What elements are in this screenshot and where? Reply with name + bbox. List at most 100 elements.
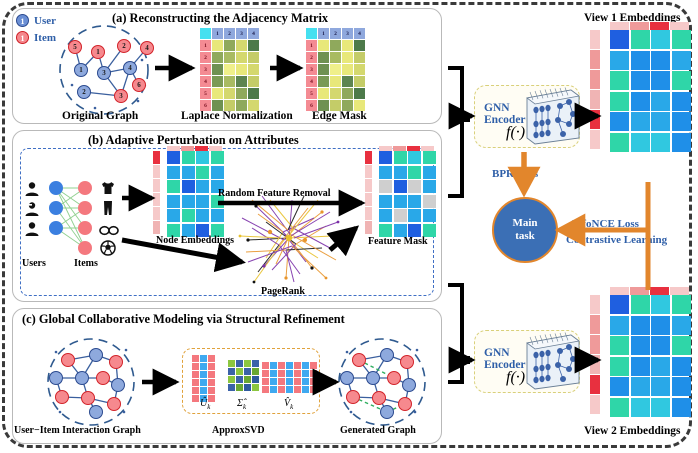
feat-mask-cell-1-1	[393, 165, 407, 179]
laplace-cell-4-1	[224, 88, 235, 99]
svd-s-cell-15	[252, 384, 259, 391]
graph-node-item-3: 3	[114, 89, 128, 103]
random-feature-removal-label: Random Feature Removal	[218, 188, 331, 199]
laplace-cell-0-0	[212, 40, 223, 51]
feat-mask-cell-3-1	[393, 194, 407, 208]
svd-s-cell-7	[252, 368, 259, 375]
item-node-2	[78, 201, 92, 215]
laplace-cell-1-3	[248, 52, 259, 63]
gg-node-item-e	[372, 391, 386, 405]
feat-mask-top-bar-2	[407, 145, 421, 151]
view2-cell-5-1	[630, 397, 650, 417]
node-emb-cell-1-3	[210, 165, 224, 179]
view1-cell-2-0	[610, 71, 630, 90]
view1-top-bar-3	[670, 22, 690, 30]
view2-cell-3-2	[651, 356, 671, 376]
feat-mask-grid	[379, 151, 436, 237]
node-emb-cell-4-2	[196, 209, 210, 222]
feat-mask-cell-4-1	[393, 209, 407, 222]
view2-top-bar-3	[670, 287, 690, 295]
graph-node-user-2: 2	[77, 85, 91, 99]
feat-mask-cell-1-0	[379, 165, 393, 179]
laplace-cell-2-1	[224, 64, 235, 75]
view2-cell-1-3	[671, 315, 691, 335]
node-emb-cell-2-0	[167, 180, 181, 193]
svd-s-cell-5	[236, 368, 243, 375]
feat-mask-cell-2-2	[408, 180, 422, 193]
laplace-cell-3-3	[248, 76, 259, 87]
svd-s-cell-12	[228, 384, 235, 391]
svd-u-cell-4	[200, 363, 207, 370]
edge-mask-cell-1-3	[354, 52, 365, 63]
feat-mask-cell-0-3	[422, 151, 436, 164]
view2-left-bar-4	[589, 375, 600, 394]
view1-cell-5-3	[671, 132, 691, 152]
feat-mask-cell-3-3	[422, 194, 436, 208]
svd-s-cell-4	[228, 368, 235, 375]
laplace-col-header-3: 4	[248, 28, 259, 39]
laplace-cell-3-2	[236, 76, 247, 87]
node-emb-left-bar-1	[152, 165, 160, 178]
edge-mask-row-header-1: 2	[306, 52, 317, 63]
node-emb-cell-3-0	[167, 194, 181, 208]
node-emb-cell-3-2	[196, 194, 210, 208]
view1-cell-0-0	[610, 30, 630, 49]
view2-left-bar-0	[589, 295, 600, 314]
node-emb-cell-4-3	[210, 209, 224, 222]
pc-node-item-f	[107, 397, 121, 411]
feat-mask-cell-4-3	[422, 209, 436, 222]
feat-mask-top-bar-1	[393, 145, 407, 151]
node-emb-grid	[167, 151, 224, 237]
graph-node-item-1: 1	[91, 45, 105, 59]
view1-cell-5-0	[610, 132, 630, 152]
edge-mask-cell-1-0	[318, 52, 329, 63]
gg-node-item-a	[352, 353, 366, 367]
pc-node-item-c	[96, 371, 110, 385]
view1-cell-0-2	[651, 30, 671, 49]
graph-node-item-4: 4	[140, 41, 154, 55]
tshirt-icon	[100, 180, 116, 201]
edge-mask-col-header-1: 2	[330, 28, 341, 39]
node-emb-top-bar-0	[167, 145, 181, 151]
svd-s-cell-10	[244, 376, 251, 383]
gg-node-user-b	[366, 371, 380, 385]
feat-mask-cell-5-2	[408, 223, 422, 237]
user-person-icon-3	[24, 221, 40, 242]
svd-v-cell-14	[262, 378, 269, 385]
svd-v-cell-26	[302, 386, 309, 393]
svd-s-grid	[228, 360, 259, 391]
feat-mask-cell-0-0	[379, 151, 393, 164]
view2-cell-1-0	[610, 315, 630, 335]
view2-cell-0-1	[630, 295, 650, 314]
view2-cell-2-3	[671, 336, 691, 355]
panel-a-title: (a) Reconstructing the Adjacency Matrix	[112, 11, 329, 25]
view1-cell-5-1	[630, 132, 650, 152]
laplace-cell-0-2	[236, 40, 247, 51]
pc-node-item-b	[109, 355, 123, 369]
feat-mask-cell-2-3	[422, 180, 436, 193]
svd-v-cell-15	[270, 378, 277, 385]
view1-cell-0-1	[630, 30, 650, 49]
svd-s-cell-9	[236, 376, 243, 383]
view1-left-bar-2	[589, 70, 600, 89]
laplace-row-header-4: 5	[200, 88, 211, 99]
gg-node-item-b	[400, 355, 414, 369]
edge-mask-cell-5-3	[354, 100, 365, 111]
view2-cell-1-1	[630, 315, 650, 335]
laplace-row-header-0: 1	[200, 40, 211, 51]
svd-v-cell-8	[270, 370, 277, 377]
view1-cell-2-1	[630, 71, 650, 90]
svd-s-cell-0	[228, 360, 235, 367]
edge-mask-cell-3-3	[354, 76, 365, 87]
svd-s-cell-6	[244, 368, 251, 375]
feat-mask-left-bar-4	[364, 207, 372, 220]
item-node-3	[78, 221, 92, 235]
node-emb-cell-1-0	[167, 165, 181, 179]
graph-node-user-3: 3	[97, 66, 111, 80]
gg-node-item-d	[346, 390, 360, 404]
feat-mask-cell-3-0	[379, 194, 393, 208]
edge-mask-cell-1-2	[342, 52, 353, 63]
